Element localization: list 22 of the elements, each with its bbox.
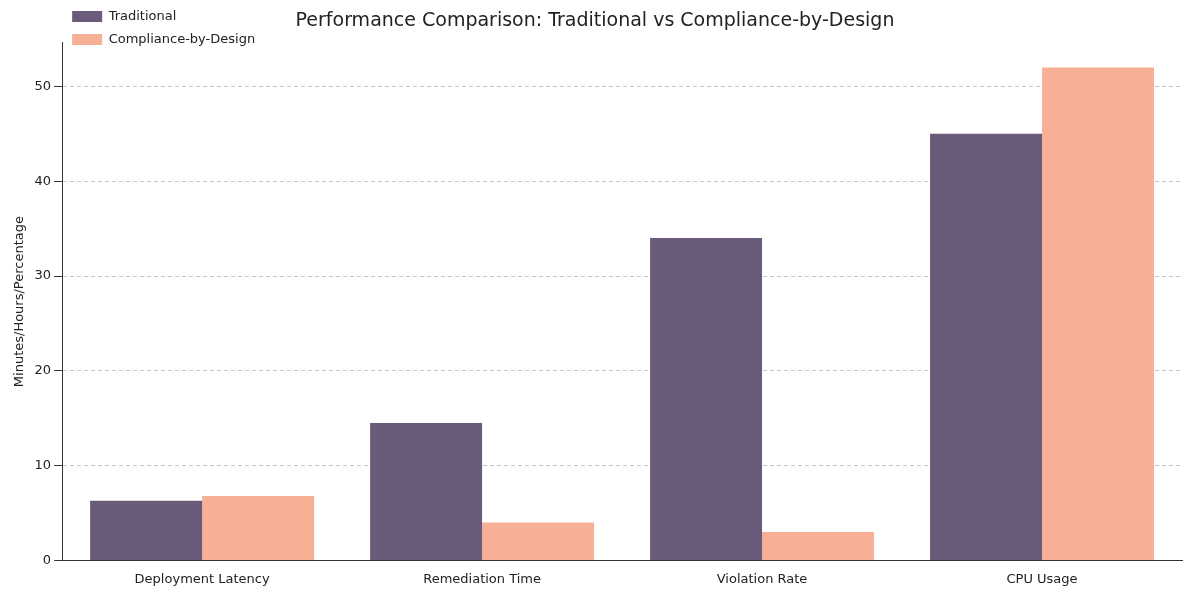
- bar: [370, 422, 483, 560]
- y-tick-label: 0: [42, 551, 52, 567]
- x-tick-label: CPU Usage: [1006, 570, 1078, 586]
- legend-label: Traditional: [107, 7, 177, 23]
- y-tick-label: 20: [34, 362, 52, 378]
- x-tick-label: Violation Rate: [716, 570, 808, 586]
- y-tick-label: 10: [34, 456, 52, 472]
- y-axis-title: Minutes/Hours/Percentage: [11, 216, 27, 388]
- x-tick-label: Deployment Latency: [134, 570, 270, 586]
- x-tick-label: Remediation Time: [423, 570, 541, 586]
- bar: [650, 238, 763, 560]
- bar: [202, 495, 315, 560]
- y-tick-label: 30: [34, 267, 52, 283]
- y-tick-label: 50: [34, 77, 52, 93]
- bar: [762, 531, 875, 560]
- legend-label: Compliance-by-Design: [108, 30, 256, 46]
- bar: [1042, 67, 1154, 560]
- bar: [482, 522, 595, 560]
- bar: [90, 500, 203, 560]
- bar: [930, 133, 1043, 560]
- chart-title: Performance Comparison: Traditional vs Compliance-by-Design: [295, 8, 895, 31]
- y-tick-label: 40: [34, 172, 52, 188]
